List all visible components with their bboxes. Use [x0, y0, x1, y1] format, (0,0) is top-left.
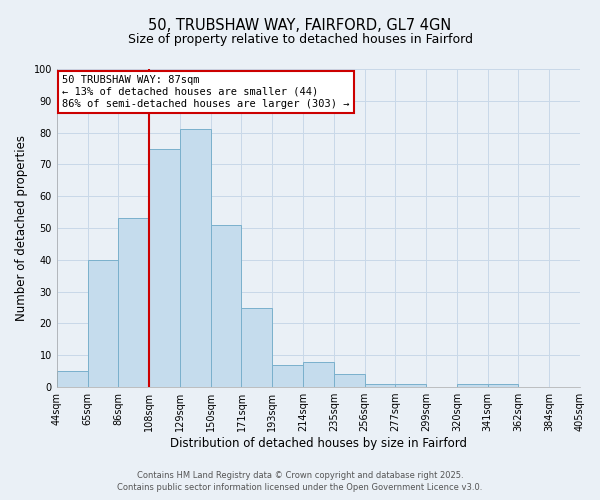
Bar: [149, 148, 180, 387]
Bar: [334, 374, 365, 387]
Bar: [365, 384, 395, 387]
Y-axis label: Number of detached properties: Number of detached properties: [15, 135, 28, 321]
Text: 50 TRUBSHAW WAY: 87sqm
← 13% of detached houses are smaller (44)
86% of semi-det: 50 TRUBSHAW WAY: 87sqm ← 13% of detached…: [62, 76, 350, 108]
Bar: [118, 218, 149, 387]
Text: Contains HM Land Registry data © Crown copyright and database right 2025.
Contai: Contains HM Land Registry data © Crown c…: [118, 471, 482, 492]
Bar: [272, 365, 303, 387]
Bar: [303, 362, 334, 387]
X-axis label: Distribution of detached houses by size in Fairford: Distribution of detached houses by size …: [170, 437, 467, 450]
Bar: [488, 384, 518, 387]
Bar: [241, 308, 272, 387]
Text: Size of property relative to detached houses in Fairford: Size of property relative to detached ho…: [128, 32, 473, 46]
Bar: [180, 130, 211, 387]
Bar: [57, 371, 88, 387]
Bar: [457, 384, 488, 387]
Text: 50, TRUBSHAW WAY, FAIRFORD, GL7 4GN: 50, TRUBSHAW WAY, FAIRFORD, GL7 4GN: [148, 18, 452, 32]
Bar: [88, 260, 118, 387]
Bar: [211, 225, 241, 387]
Bar: [395, 384, 426, 387]
